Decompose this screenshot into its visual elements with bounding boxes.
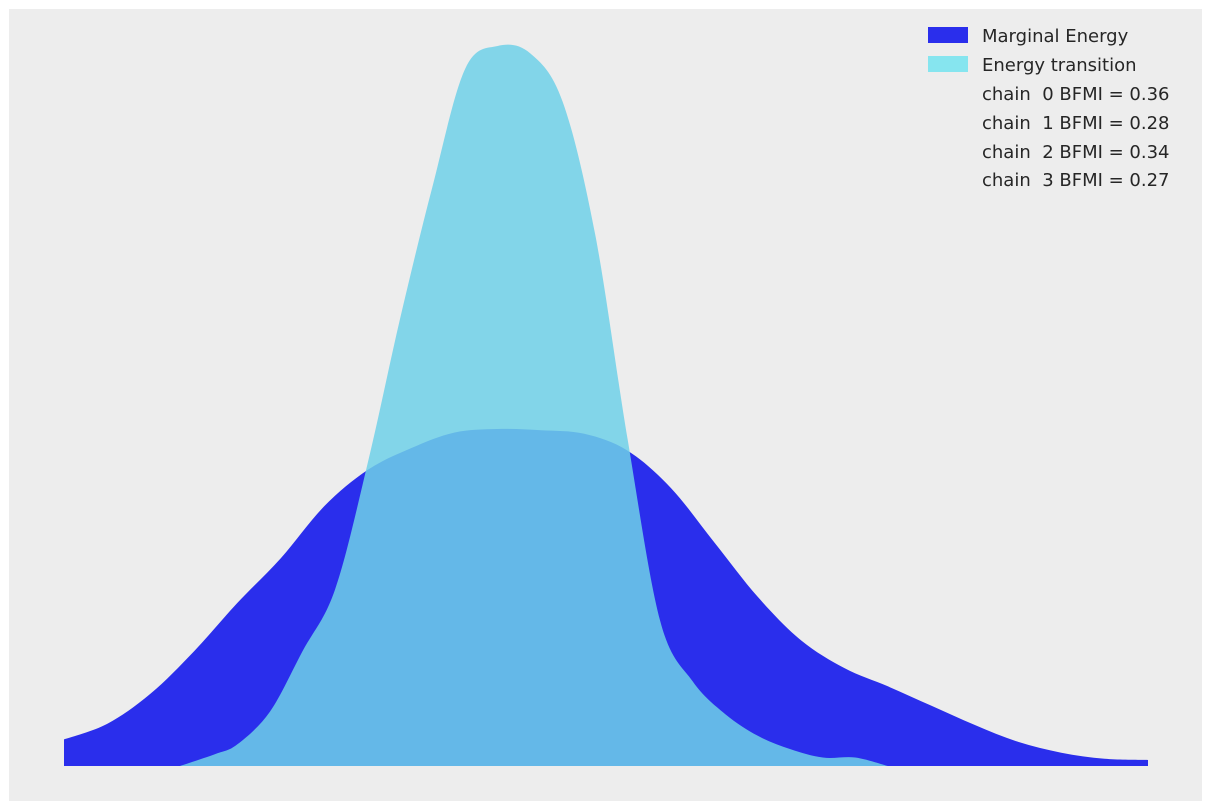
legend-bfmi-chain-3: chain 3 BFMI = 0.27 — [982, 170, 1170, 191]
legend-label-energy-transition: Energy transition — [982, 55, 1137, 76]
legend-swatch-energy-transition — [928, 56, 968, 72]
series-layer — [64, 44, 1148, 766]
legend-label-marginal-energy: Marginal Energy — [982, 26, 1129, 47]
legend: Marginal Energy Energy transition chain … — [928, 26, 1170, 191]
density-area-energy-transition — [180, 44, 888, 766]
legend-swatch-marginal-energy — [928, 27, 968, 43]
legend-bfmi-chain-1: chain 1 BFMI = 0.28 — [982, 113, 1170, 134]
legend-bfmi-chain-0: chain 0 BFMI = 0.36 — [982, 84, 1170, 105]
legend-bfmi-chain-2: chain 2 BFMI = 0.34 — [982, 142, 1170, 163]
